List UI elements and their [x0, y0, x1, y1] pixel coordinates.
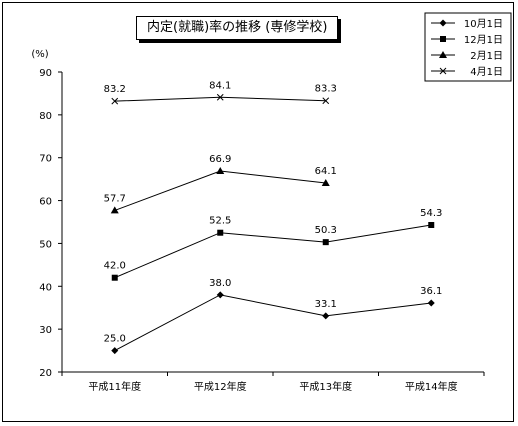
- x-category-label: 平成13年度: [299, 380, 352, 393]
- x-category-label: 平成14年度: [405, 380, 458, 393]
- legend-item: 12月1日: [431, 34, 503, 46]
- legend-marker: [439, 19, 447, 27]
- data-label: 38.0: [209, 278, 231, 289]
- y-tick-label: 90: [39, 68, 52, 79]
- legend-marker: [439, 67, 447, 75]
- y-tick-label: 30: [39, 325, 52, 336]
- data-label: 36.1: [420, 286, 442, 297]
- series-1: 25.0 38.0 33.1 36.1: [104, 278, 442, 355]
- y-tick-label: 80: [39, 111, 52, 122]
- series-layer: 25.0 38.0 33.1 36.1 42.0 52.5 50.3 54.3 57.7 66.9…: [104, 80, 442, 355]
- series-4: 83.2 84.1 83.3: [104, 80, 337, 105]
- data-label: 57.7: [104, 193, 126, 204]
- legend-marker: [440, 36, 446, 42]
- data-point-marker: [111, 97, 119, 105]
- data-point-marker: [111, 274, 118, 281]
- x-category-label: 平成11年度: [88, 380, 141, 393]
- data-point-marker: [321, 179, 330, 186]
- data-label: 33.1: [315, 299, 337, 310]
- data-point-marker: [111, 347, 119, 355]
- data-label: 42.0: [104, 261, 126, 272]
- series-3: 57.7 66.9 64.1: [104, 154, 337, 214]
- y-tick-label: 70: [39, 154, 52, 165]
- axes: 20 30 40 50 60 70 80 90 平成11年度 平成12年度 平成13年度 平成14年度: [39, 68, 485, 393]
- data-point-marker: [110, 206, 119, 214]
- data-point-marker: [428, 222, 435, 228]
- data-label: 66.9: [209, 154, 231, 165]
- legend-box: [424, 12, 512, 82]
- y-tick-label: 40: [39, 282, 52, 293]
- y-tick-label: 20: [39, 368, 52, 379]
- data-label: 50.3: [315, 225, 337, 236]
- series-line: [114, 294, 432, 352]
- legend-label: 4月1日: [470, 66, 503, 78]
- data-point-marker: [216, 93, 224, 101]
- data-point-marker: [322, 97, 330, 105]
- data-label: 83.3: [315, 84, 337, 95]
- data-label: 64.1: [315, 166, 337, 177]
- y-axis-unit-label: (%): [31, 49, 48, 60]
- x-category-label: 平成12年度: [194, 380, 247, 393]
- data-label: 84.1: [209, 80, 231, 91]
- legend-label: 10月1日: [464, 18, 503, 30]
- legend-item: 10月1日: [431, 18, 503, 30]
- y-tick-label: 50: [39, 239, 52, 250]
- chart-title: 内定(就職)率の推移 (専修学校): [136, 16, 339, 40]
- data-point-marker: [216, 167, 225, 174]
- data-label: 52.5: [209, 216, 231, 227]
- data-point-marker: [217, 229, 224, 236]
- series-line: [114, 224, 432, 279]
- legend-marker: [439, 51, 447, 58]
- series-2: 42.0 52.5 50.3 54.3: [104, 208, 442, 281]
- data-point-marker: [216, 291, 224, 299]
- data-label: 54.3: [420, 208, 442, 219]
- legend-item: 4月1日: [431, 66, 503, 78]
- legend-label: 2月1日: [470, 50, 503, 62]
- legend: 10月1日 12月1日 2月1日 4月1日: [424, 12, 512, 82]
- data-label: 83.2: [104, 84, 126, 95]
- data-point-marker: [322, 239, 329, 246]
- series-line: [114, 170, 326, 211]
- y-tick-label: 60: [39, 197, 52, 208]
- data-label: 25.0: [104, 334, 126, 345]
- data-point-marker: [322, 312, 330, 320]
- data-point-marker: [427, 299, 435, 307]
- legend-item: 2月1日: [431, 50, 503, 62]
- legend-label: 12月1日: [464, 34, 503, 46]
